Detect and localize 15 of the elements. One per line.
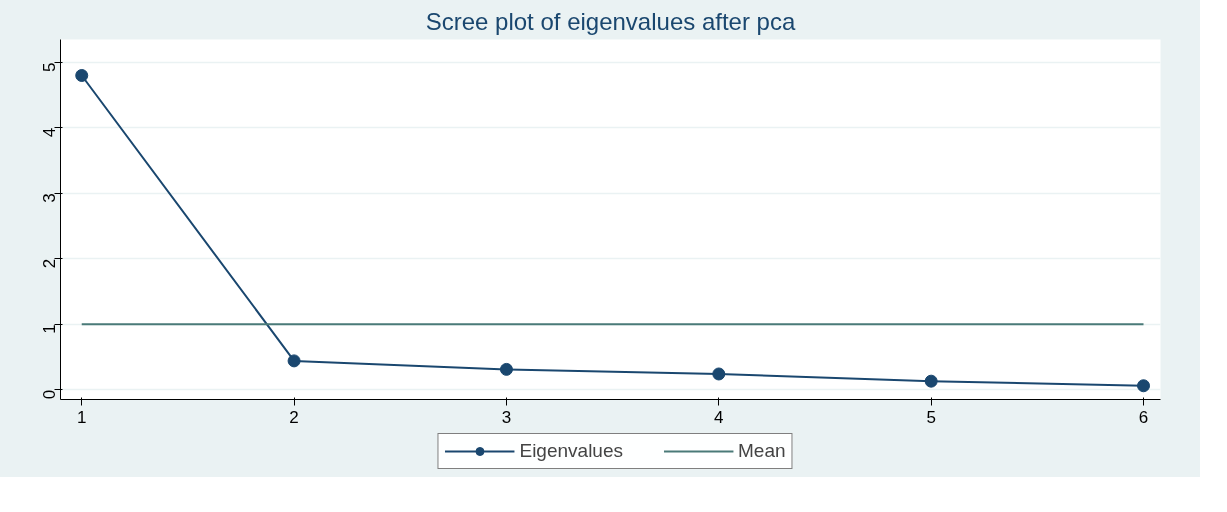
x-tick-label: 5 — [926, 407, 936, 427]
legend-label: Mean — [738, 440, 786, 462]
x-tick-label: 3 — [501, 407, 512, 427]
x-tick-label: 2 — [289, 407, 299, 427]
y-tick-label: 3 — [40, 193, 60, 203]
y-tick-label: 4 — [40, 127, 60, 138]
y-tick-label: 0 — [40, 389, 60, 400]
legend-label: Eigenvalues — [519, 440, 623, 462]
chart-title: Scree plot of eigenvalues after pca — [425, 7, 796, 35]
y-tick-label: 5 — [40, 62, 60, 72]
y-tick-label: 1 — [40, 324, 60, 334]
y-tick-label: 2 — [40, 258, 60, 269]
x-tick-label: 6 — [1138, 407, 1149, 427]
x-tick-label: 1 — [77, 407, 87, 427]
x-tick-label: 4 — [714, 407, 724, 427]
